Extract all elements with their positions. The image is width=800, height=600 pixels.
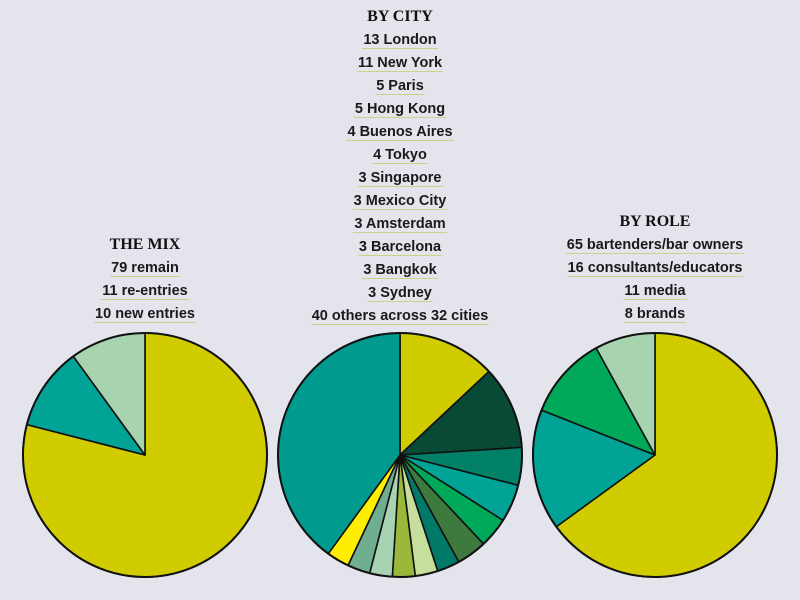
- legend-item: 3 Mexico City: [352, 193, 448, 210]
- legend-item: 3 Singapore: [357, 170, 443, 187]
- legend-item: 4 Buenos Aires: [346, 124, 454, 141]
- legend-item: 5 Hong Kong: [353, 101, 447, 118]
- legend-item: 11 re-entries: [101, 283, 189, 300]
- panel-the-mix: THE MIX 79 remain 11 re-entries 10 new e…: [15, 235, 275, 327]
- pie-outline: [277, 332, 523, 578]
- panel-by-city: BY CITY 13 London 11 New York 5 Paris 5 …: [270, 7, 530, 329]
- legend-the-mix: 79 remain 11 re-entries 10 new entries: [15, 258, 275, 324]
- pie-outline: [532, 332, 778, 578]
- legend-by-city: 13 London 11 New York 5 Paris 5 Hong Kon…: [270, 30, 530, 326]
- pie-outline: [22, 332, 268, 578]
- legend-item: 13 London: [362, 32, 438, 49]
- legend-item: 3 Barcelona: [357, 239, 443, 256]
- legend-item: 3 Bangkok: [362, 262, 438, 279]
- legend-item: 65 bartenders/bar owners: [565, 237, 745, 254]
- legend-item: 3 Sydney: [367, 285, 433, 302]
- legend-item: 10 new entries: [94, 306, 196, 323]
- legend-item: 4 Tokyo: [372, 147, 428, 164]
- chart-title-by-role: BY ROLE: [619, 213, 691, 230]
- legend-item: 79 remain: [110, 260, 180, 277]
- legend-item: 16 consultants/educators: [566, 260, 744, 277]
- legend-item: 8 brands: [623, 306, 687, 323]
- legend-item: 11 New York: [356, 55, 444, 72]
- legend-item: 11 media: [623, 283, 687, 300]
- chart-title-by-city: BY CITY: [367, 8, 433, 25]
- legend-item: 5 Paris: [375, 78, 425, 95]
- legend-by-role: 65 bartenders/bar owners 16 consultants/…: [525, 235, 785, 324]
- chart-title-the-mix: THE MIX: [109, 236, 181, 253]
- legend-item: 3 Amsterdam: [353, 216, 447, 233]
- panel-by-role: BY ROLE 65 bartenders/bar owners 16 cons…: [525, 212, 785, 327]
- legend-item: 40 others across 32 cities: [310, 308, 490, 325]
